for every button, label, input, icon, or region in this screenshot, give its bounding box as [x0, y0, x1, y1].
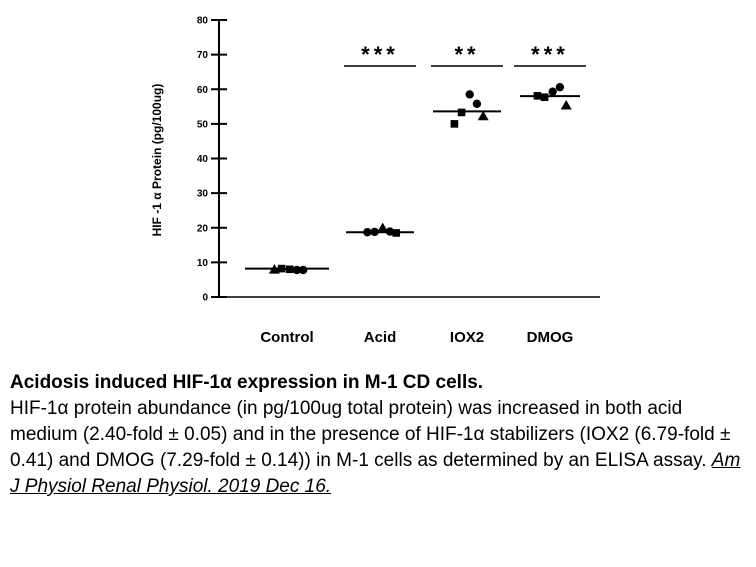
x-tick-label: DMOG — [527, 329, 574, 346]
significance-label: *** — [361, 42, 399, 67]
data-point-square — [392, 229, 400, 237]
data-point-circle — [363, 228, 372, 237]
data-point-circle — [385, 227, 395, 236]
y-axis-label: HIF -1 α Protein (pg/100ug) — [150, 84, 164, 237]
y-tick-label: 0 — [202, 293, 208, 304]
group-control: Control — [245, 264, 329, 346]
y-axis: 0 10 20 30 40 50 60 70 80 — [197, 16, 600, 304]
caption-title: Acidosis induced HIF-1α expression in M-… — [10, 372, 484, 393]
data-point-triangle — [560, 100, 572, 110]
data-point-square — [450, 120, 459, 128]
data-point-square — [533, 92, 542, 100]
y-tick-label: 80 — [197, 16, 209, 27]
data-point-square — [285, 265, 294, 274]
group-dmog: DMOG *** — [514, 42, 586, 346]
caption-body: HIF-1α protein abundance (in pg/100ug to… — [10, 396, 750, 500]
data-point-square — [277, 264, 286, 273]
x-tick-label: Acid — [364, 329, 397, 346]
data-point-circle — [299, 265, 308, 275]
significance-label: *** — [531, 42, 569, 67]
x-tick-label: Control — [260, 329, 313, 346]
data-point-circle — [370, 227, 379, 237]
data-point-circle — [465, 90, 474, 99]
y-tick-label: 10 — [197, 258, 209, 269]
y-tick-label: 60 — [197, 85, 209, 96]
data-point-triangle — [268, 264, 280, 274]
y-tick-label: 40 — [197, 154, 209, 165]
y-tick-label: 20 — [197, 223, 209, 234]
data-point-circle — [292, 265, 302, 275]
x-tick-label: IOX2 — [450, 329, 484, 346]
chart: 0 10 20 30 40 50 60 70 80 HIF -1 α Protein (pg/1… — [150, 16, 600, 346]
group-iox2: IOX2 ** — [431, 42, 503, 346]
y-tick-label: 70 — [197, 50, 209, 61]
data-groups: Control Acid *** IOX2 ** DMOG *** — [245, 42, 586, 346]
figure-caption: Acidosis induced HIF-1α expression in M-… — [10, 370, 750, 500]
data-point-triangle — [477, 110, 489, 121]
group-acid: Acid *** — [344, 42, 416, 346]
data-point-square — [457, 108, 466, 117]
data-point-square — [540, 93, 549, 102]
data-point-circle — [472, 99, 482, 108]
data-point-circle — [548, 87, 557, 96]
data-point-circle — [555, 82, 565, 92]
y-tick-label: 30 — [197, 189, 209, 200]
caption-text: HIF-1α protein abundance (in pg/100ug to… — [10, 398, 731, 471]
citation-link[interactable]: Am J Physiol Renal Physiol. 2019 Dec 16. — [10, 450, 741, 497]
y-tick-label: 50 — [197, 119, 209, 130]
significance-label: ** — [454, 42, 479, 67]
data-point-triangle — [377, 222, 389, 233]
